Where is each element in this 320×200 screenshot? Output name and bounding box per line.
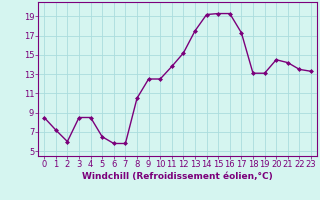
X-axis label: Windchill (Refroidissement éolien,°C): Windchill (Refroidissement éolien,°C) — [82, 172, 273, 181]
